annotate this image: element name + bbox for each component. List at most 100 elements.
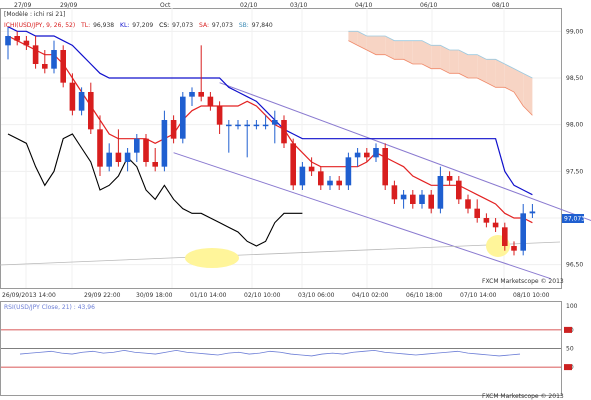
candle[interactable] bbox=[465, 194, 471, 214]
candle[interactable] bbox=[410, 190, 416, 209]
candle[interactable] bbox=[244, 120, 250, 158]
top-date-label: 04/10 bbox=[355, 2, 372, 9]
rsi-overbought-marker bbox=[564, 326, 572, 333]
channel-upper-line[interactable] bbox=[219, 82, 591, 223]
candle[interactable] bbox=[235, 120, 241, 130]
candle-body bbox=[170, 120, 177, 139]
candle[interactable] bbox=[391, 180, 398, 204]
candle-body bbox=[281, 120, 287, 144]
candle[interactable] bbox=[226, 120, 232, 153]
price-panel[interactable] bbox=[0, 8, 562, 289]
kumo-cloud-segment bbox=[495, 59, 505, 88]
candle[interactable] bbox=[299, 162, 306, 190]
candle[interactable] bbox=[152, 148, 158, 172]
candle[interactable] bbox=[5, 26, 11, 60]
kumo-cloud-segment bbox=[486, 59, 496, 88]
candle-body bbox=[511, 246, 517, 251]
candle[interactable] bbox=[483, 213, 490, 228]
candle[interactable] bbox=[88, 82, 94, 134]
candle[interactable] bbox=[78, 87, 85, 116]
candle[interactable] bbox=[198, 45, 204, 102]
time-tick-label: 06/10 18:00 bbox=[406, 292, 443, 299]
candle[interactable] bbox=[143, 134, 149, 167]
candle[interactable] bbox=[262, 115, 269, 130]
candle[interactable] bbox=[281, 115, 287, 148]
candle[interactable] bbox=[60, 45, 66, 88]
candle[interactable] bbox=[134, 134, 140, 162]
candle[interactable] bbox=[419, 190, 425, 209]
candle[interactable] bbox=[180, 92, 186, 144]
candle[interactable] bbox=[327, 176, 333, 190]
candle[interactable] bbox=[336, 176, 342, 190]
candle[interactable] bbox=[437, 166, 444, 214]
candle[interactable] bbox=[124, 148, 131, 172]
candle[interactable] bbox=[318, 166, 324, 190]
candle[interactable] bbox=[364, 148, 370, 162]
top-date-label: 29/09 bbox=[60, 2, 77, 9]
kumo-cloud-segment bbox=[376, 36, 386, 55]
candle[interactable] bbox=[474, 199, 480, 223]
kumo-cloud-segment bbox=[449, 50, 459, 74]
candle[interactable] bbox=[290, 138, 296, 190]
candle[interactable] bbox=[529, 204, 536, 218]
candle[interactable] bbox=[42, 50, 48, 74]
candle-body bbox=[520, 213, 526, 251]
candle[interactable] bbox=[32, 36, 39, 69]
candle[interactable] bbox=[23, 36, 30, 50]
legend-sa-value: 97,073 bbox=[212, 22, 233, 29]
candle[interactable] bbox=[456, 176, 462, 204]
candle[interactable] bbox=[382, 143, 388, 190]
candle[interactable] bbox=[14, 31, 20, 46]
candle-body bbox=[382, 148, 388, 186]
kumo-cloud-segment bbox=[412, 40, 422, 64]
candle-body bbox=[198, 92, 204, 97]
candle-body bbox=[502, 227, 508, 246]
candle-body bbox=[69, 82, 76, 111]
candle[interactable] bbox=[446, 171, 453, 186]
candle-body bbox=[189, 92, 195, 97]
candle-body bbox=[253, 124, 260, 127]
kumo-cloud-segment bbox=[422, 40, 432, 69]
rsi-oversold-marker bbox=[564, 364, 572, 371]
candle[interactable] bbox=[492, 218, 499, 232]
candle[interactable] bbox=[106, 143, 112, 172]
candle-body bbox=[244, 124, 250, 127]
candle[interactable] bbox=[161, 110, 168, 172]
candle-body bbox=[115, 152, 122, 162]
candle-body bbox=[465, 199, 471, 209]
chart-title: [Modèle : ichi rsi 21] bbox=[4, 11, 65, 18]
candle[interactable] bbox=[345, 152, 352, 190]
candle[interactable] bbox=[308, 157, 315, 176]
candle[interactable] bbox=[520, 204, 526, 256]
candle[interactable] bbox=[97, 115, 103, 176]
candle[interactable] bbox=[272, 110, 278, 144]
candle-body bbox=[5, 36, 11, 46]
candle[interactable] bbox=[69, 73, 76, 116]
candle[interactable] bbox=[354, 148, 361, 167]
candle[interactable] bbox=[115, 129, 122, 167]
candle[interactable] bbox=[511, 241, 517, 256]
top-date-label: 06/10 bbox=[420, 2, 437, 9]
candle[interactable] bbox=[373, 143, 379, 162]
top-date-label: 08/10 bbox=[492, 2, 509, 9]
candle[interactable] bbox=[189, 87, 195, 106]
candle-body bbox=[336, 180, 342, 186]
candle-body bbox=[446, 176, 453, 181]
kumo-cloud-segment bbox=[357, 31, 367, 50]
rsi-axis: 100705030 bbox=[564, 303, 578, 371]
candle-body bbox=[456, 180, 462, 200]
support-trend-line[interactable] bbox=[0, 241, 561, 266]
candle-body bbox=[345, 157, 352, 186]
candle[interactable] bbox=[400, 190, 407, 209]
candle[interactable] bbox=[170, 115, 177, 144]
candle[interactable] bbox=[51, 40, 57, 74]
rsi-tick-label: 50 bbox=[566, 346, 574, 353]
candle[interactable] bbox=[216, 101, 223, 134]
channel-lower-line[interactable] bbox=[173, 152, 551, 280]
candle[interactable] bbox=[253, 120, 260, 130]
candle[interactable] bbox=[428, 190, 434, 214]
candle[interactable] bbox=[502, 222, 508, 251]
candle-body bbox=[290, 143, 296, 186]
candle[interactable] bbox=[207, 92, 214, 111]
